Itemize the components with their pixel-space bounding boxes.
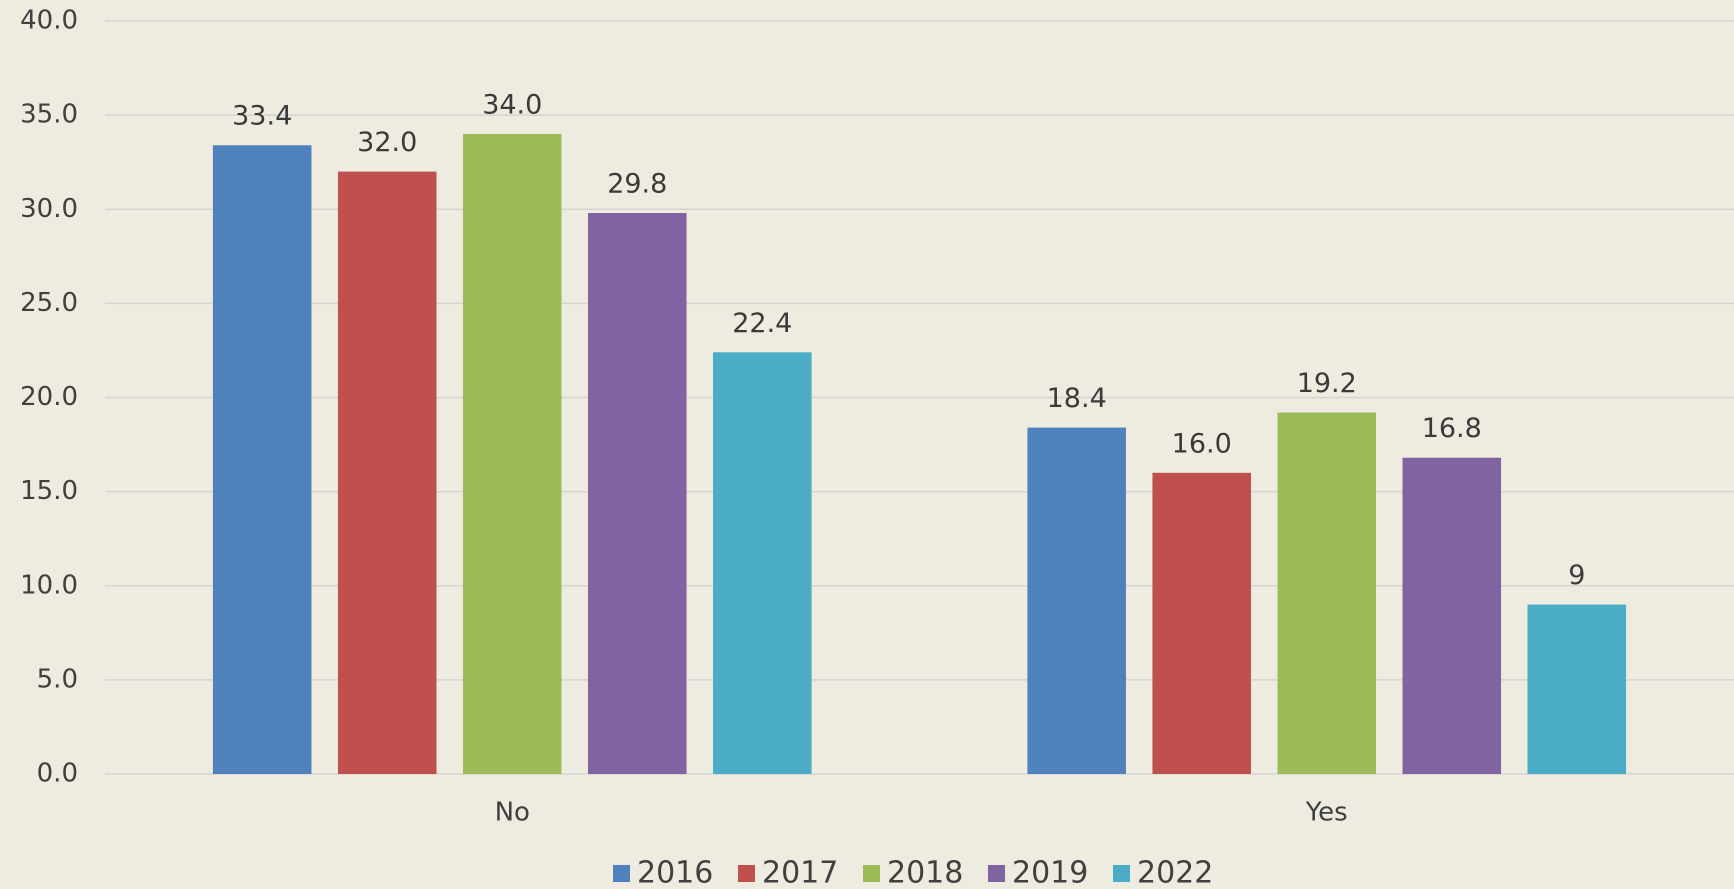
data-label: 22.4 — [732, 308, 792, 339]
data-label: 32.0 — [357, 127, 417, 158]
data-label: 29.8 — [607, 169, 667, 200]
legend-swatch — [613, 865, 630, 882]
legend-label: 2017 — [762, 856, 838, 889]
legend-swatch — [1113, 865, 1130, 882]
bar — [1027, 427, 1126, 774]
y-tick-label: 40.0 — [20, 6, 78, 36]
y-tick-label: 25.0 — [20, 288, 78, 318]
x-tick-label: No — [495, 798, 530, 828]
legend-swatch — [863, 865, 880, 882]
legend-swatch — [988, 865, 1005, 882]
y-tick-label: 30.0 — [20, 194, 78, 224]
data-label: 33.4 — [232, 101, 292, 132]
y-tick-label: 35.0 — [20, 100, 78, 130]
bar — [462, 133, 562, 774]
bar — [1277, 412, 1377, 774]
legend-label: 2019 — [1012, 856, 1088, 889]
data-label: 18.4 — [1047, 383, 1107, 414]
legend-label: 2016 — [637, 856, 713, 889]
bar — [1527, 604, 1627, 774]
bar — [587, 213, 687, 774]
y-tick-label: 5.0 — [37, 664, 78, 694]
bar — [337, 171, 437, 775]
data-label: 16.0 — [1172, 428, 1232, 459]
y-tick-label: 20.0 — [20, 382, 78, 412]
bar — [212, 145, 312, 774]
y-tick-label: 10.0 — [20, 570, 78, 600]
y-tick-label: 0.0 — [37, 759, 78, 789]
legend-label: 2018 — [887, 856, 963, 889]
legend-swatch — [738, 865, 755, 882]
bar — [1152, 472, 1252, 774]
data-label: 19.2 — [1297, 368, 1357, 399]
data-label: 9 — [1568, 560, 1585, 591]
legend-label: 2022 — [1137, 856, 1213, 889]
bar — [713, 352, 812, 774]
x-tick-label: Yes — [1305, 798, 1348, 828]
data-label: 16.8 — [1422, 413, 1482, 444]
y-tick-label: 15.0 — [20, 476, 78, 506]
bar — [1402, 457, 1502, 774]
data-label: 34.0 — [482, 89, 542, 120]
